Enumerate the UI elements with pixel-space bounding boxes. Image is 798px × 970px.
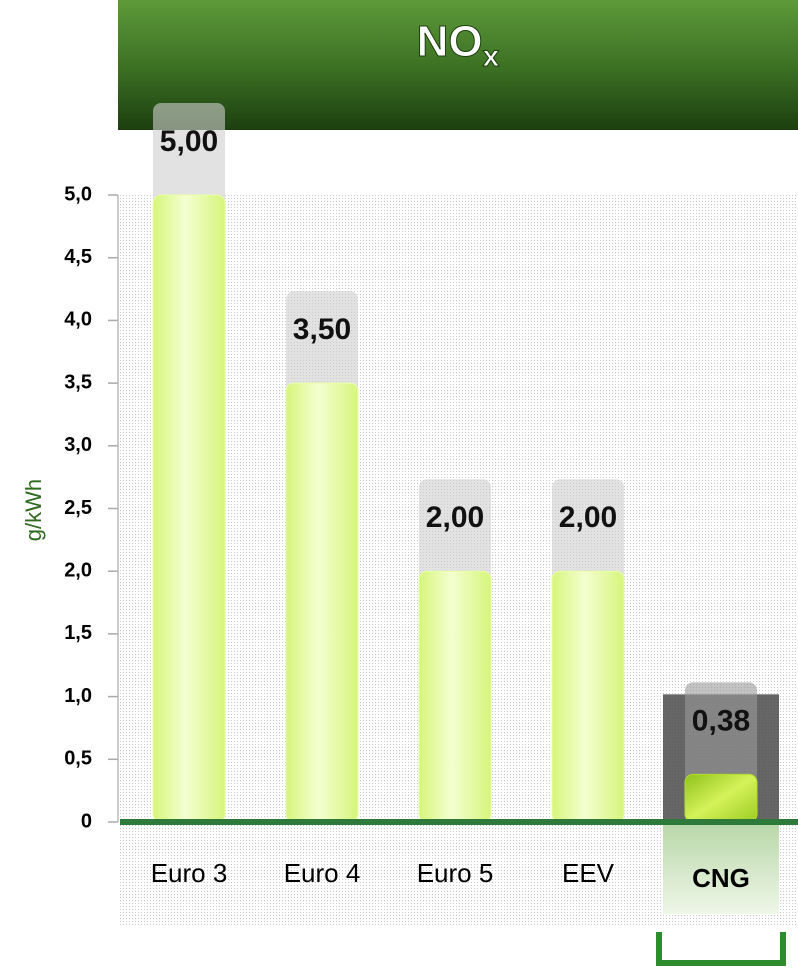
- bar: [285, 382, 359, 823]
- y-tick-label: 0,5: [64, 748, 92, 770]
- y-tick-label: 3,5: [64, 371, 92, 393]
- value-label: 3,50: [293, 313, 351, 346]
- y-tick-label: 0: [81, 810, 92, 832]
- y-tick-label: 4,0: [64, 309, 92, 331]
- value-label: 5,00: [160, 125, 218, 158]
- value-label: 0,38: [692, 704, 750, 737]
- value-label: 2,00: [426, 501, 484, 534]
- y-tick-label: 5,0: [64, 183, 92, 205]
- y-tick-label: 4,5: [64, 246, 92, 268]
- x-tick-label: Euro 4: [284, 858, 361, 888]
- bar: [418, 570, 492, 823]
- bar: [152, 194, 226, 823]
- y-axis-label: g/kWh: [21, 479, 46, 541]
- plot: 0 0,5 1,0 1,5 2,0 2,5 3,0 3,5 4,0 4,5 5,0 5,00 Euro …: [64, 103, 798, 966]
- value-label-box: [419, 479, 491, 590]
- chart-title: NOx: [417, 17, 500, 73]
- title-subscript: x: [483, 40, 500, 73]
- y-tick-label: 2,5: [64, 497, 92, 519]
- y-tick-label: 2,0: [64, 559, 92, 581]
- y-tick-label: 3,0: [64, 434, 92, 456]
- value-label-box: [685, 682, 757, 793]
- x-tick-label: Euro 3: [151, 858, 228, 888]
- title-main: NO: [417, 17, 483, 66]
- y-tick-label: 1,5: [64, 622, 92, 644]
- bar: [684, 773, 758, 823]
- title-banner: [118, 0, 798, 130]
- highlight-category-box: [663, 822, 779, 914]
- value-label: 2,00: [559, 501, 617, 534]
- x-tick-label: EEV: [562, 858, 615, 888]
- bar: [551, 570, 625, 823]
- x-tick-label: Euro 5: [417, 858, 494, 888]
- highlight-bracket: [656, 932, 786, 966]
- value-label-box: [552, 479, 624, 590]
- value-label-box: [153, 103, 225, 213]
- y-tick-label: 1,0: [64, 685, 92, 707]
- value-label-box: [286, 291, 358, 402]
- x-tick-label: CNG: [692, 863, 750, 893]
